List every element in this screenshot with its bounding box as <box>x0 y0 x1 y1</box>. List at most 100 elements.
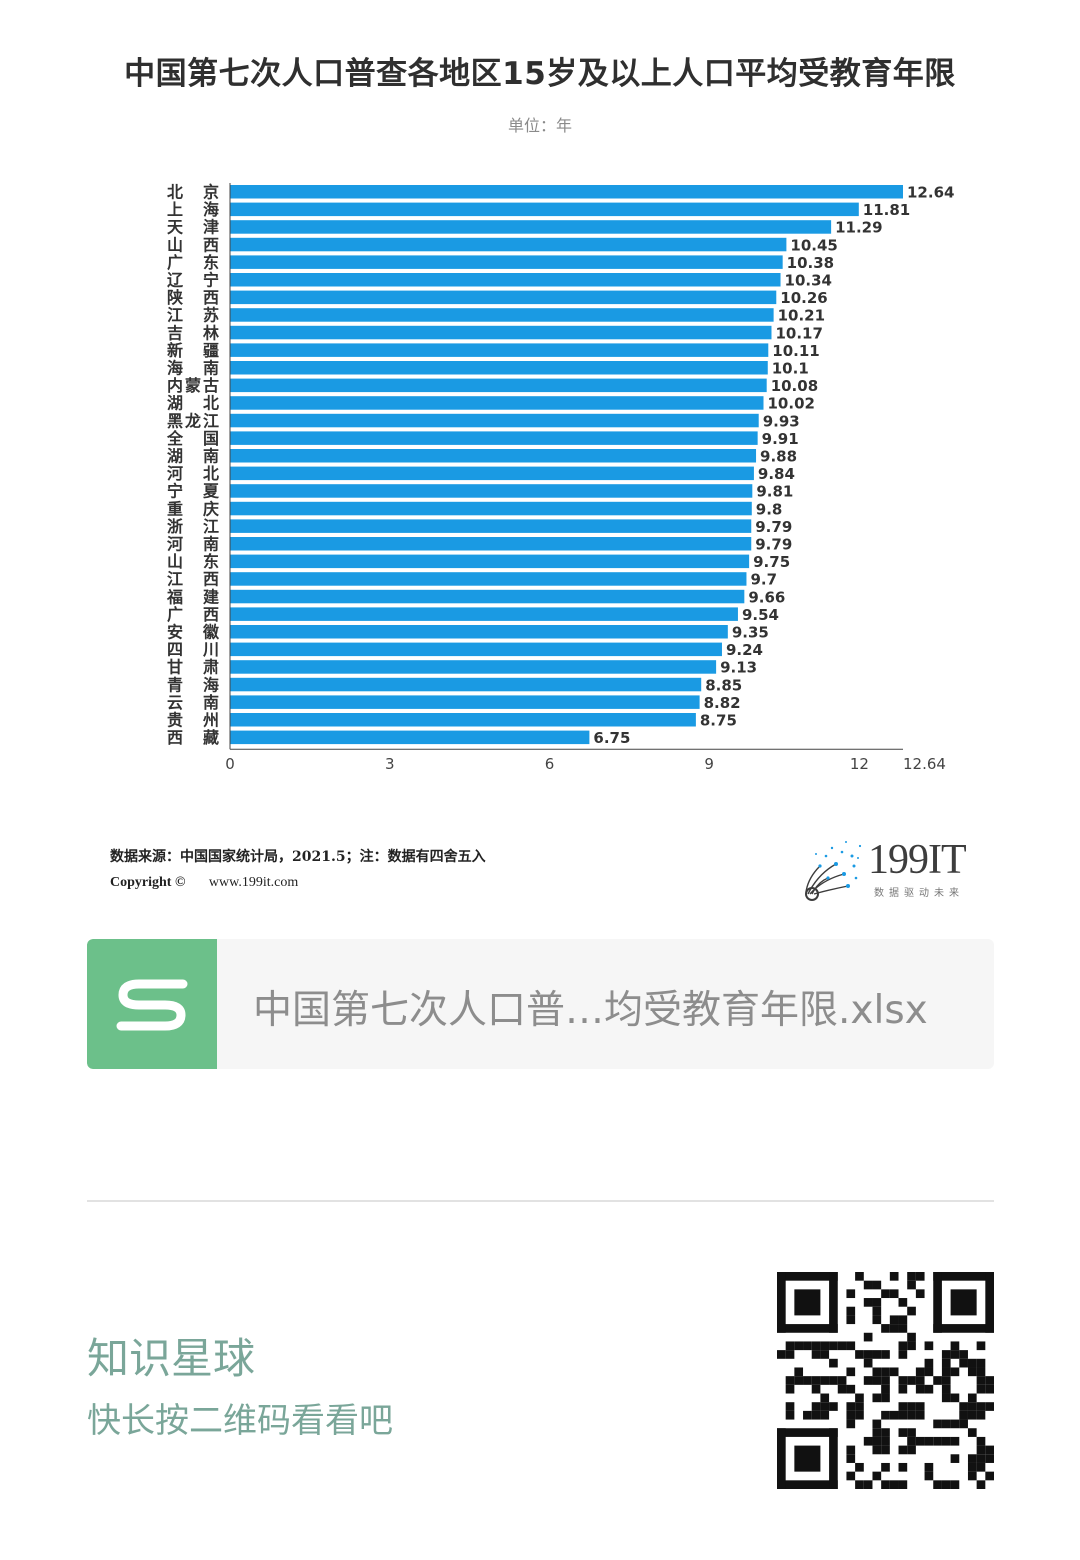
category-label: 辽 <box>167 271 184 290</box>
bar <box>230 589 745 604</box>
bar <box>230 554 750 569</box>
file-name: 中国第七次人口普…均受教育年限.xlsx <box>253 988 928 1033</box>
category-label: 江 <box>167 570 183 589</box>
bar <box>230 431 758 445</box>
category-label: 甘 <box>167 658 183 677</box>
category-label: 国 <box>203 429 219 448</box>
qr-code-icon[interactable] <box>777 1272 994 1489</box>
category-label: 庆 <box>202 499 219 518</box>
bar <box>230 677 702 692</box>
bar <box>230 519 752 533</box>
category-label: 北 <box>167 183 183 202</box>
data-label: 9.79 <box>755 536 792 554</box>
category-label: 藏 <box>203 728 219 747</box>
category-label: 内 <box>167 376 183 395</box>
bar <box>230 343 769 357</box>
category-label: 苏 <box>203 306 219 325</box>
bar <box>230 361 768 375</box>
category-label: 江 <box>203 411 219 430</box>
category-label: 南 <box>203 359 219 378</box>
category-label: 川 <box>202 640 219 659</box>
data-label: 10.26 <box>780 289 827 307</box>
category-label: 浙 <box>167 517 183 536</box>
file-attachment-card[interactable]: 中国第七次人口普…均受教育年限.xlsx <box>87 939 994 1069</box>
category-label: 海 <box>203 675 219 694</box>
data-label: 10.21 <box>778 307 825 325</box>
category-label: 州 <box>202 711 219 730</box>
bar <box>230 730 590 745</box>
category-label: 广 <box>167 605 183 624</box>
category-label: 宁 <box>203 271 219 290</box>
category-label: 陕 <box>167 288 183 307</box>
bar <box>230 413 759 428</box>
category-label: 北 <box>203 464 219 483</box>
bar <box>230 484 753 498</box>
x-tick-label: 12.64 <box>903 755 946 773</box>
category-label: 东 <box>203 552 219 571</box>
data-label: 6.75 <box>593 729 630 747</box>
data-label: 10.38 <box>787 254 834 272</box>
category-label: 西 <box>203 288 219 307</box>
category-label: 古 <box>203 376 219 395</box>
category-label: 河 <box>167 535 183 554</box>
data-label: 9.84 <box>758 465 795 483</box>
data-label: 9.88 <box>760 448 797 466</box>
data-label: 12.64 <box>907 184 954 202</box>
category-label: 海 <box>167 359 183 378</box>
bar <box>230 290 777 305</box>
promo-subtitle: 快长按二维码看看吧 <box>87 1401 393 1441</box>
data-label: 9.24 <box>726 641 763 659</box>
copyright-label: Copyright © <box>110 875 186 890</box>
data-label: 9.93 <box>763 412 800 430</box>
x-tick-label: 3 <box>385 755 395 773</box>
bar <box>230 537 752 551</box>
data-label: 8.82 <box>704 694 741 712</box>
data-label: 8.75 <box>700 712 737 730</box>
data-label: 9.13 <box>720 659 757 677</box>
category-label: 贵 <box>167 711 183 730</box>
bar <box>230 378 767 393</box>
data-label: 10.45 <box>790 236 837 254</box>
category-label: 西 <box>167 728 183 747</box>
category-label: 四 <box>167 640 183 659</box>
bar <box>230 625 728 639</box>
category-label: 吉 <box>167 323 183 342</box>
dandelion-dots-icon <box>805 841 862 901</box>
category-label: 新 <box>167 341 183 360</box>
logo-tagline: 数据驱动未来 <box>874 888 964 899</box>
category-label: 徽 <box>202 623 220 642</box>
category-label: 湖 <box>167 394 183 413</box>
category-label: 山 <box>167 552 183 571</box>
bar <box>230 220 832 234</box>
x-tick-label: 0 <box>225 755 235 773</box>
divider <box>87 1200 994 1202</box>
category-label: 湖 <box>167 447 183 466</box>
data-label: 11.29 <box>835 219 882 237</box>
category-label: 河 <box>167 464 183 483</box>
data-label: 10.1 <box>772 360 809 378</box>
bar <box>230 449 757 463</box>
data-label: 10.17 <box>775 324 822 342</box>
data-label: 10.11 <box>772 342 819 360</box>
bar <box>230 202 859 217</box>
bar <box>230 308 774 322</box>
copyright-url: www.199it.com <box>208 875 299 890</box>
chart-title: 中国第七次人口普查各地区15岁及以上人口平均受教育年限 <box>124 56 956 92</box>
x-tick-label: 6 <box>545 755 555 773</box>
category-label: 南 <box>203 693 219 712</box>
bar <box>230 642 722 657</box>
category-label: 北 <box>203 394 219 413</box>
category-label: 肃 <box>203 658 219 677</box>
bar <box>230 501 752 516</box>
data-label: 10.08 <box>771 377 818 395</box>
promo-title: 知识星球 <box>87 1334 256 1383</box>
category-label: 海 <box>203 200 219 219</box>
data-label: 9.79 <box>755 518 792 536</box>
data-label: 10.02 <box>768 395 815 413</box>
bar <box>230 185 903 199</box>
data-label: 9.54 <box>742 606 779 624</box>
brand-logo: 199IT 数据驱动未来 <box>798 834 988 904</box>
data-label: 8.85 <box>705 676 742 694</box>
bar <box>230 273 781 287</box>
category-label: 津 <box>203 218 219 237</box>
